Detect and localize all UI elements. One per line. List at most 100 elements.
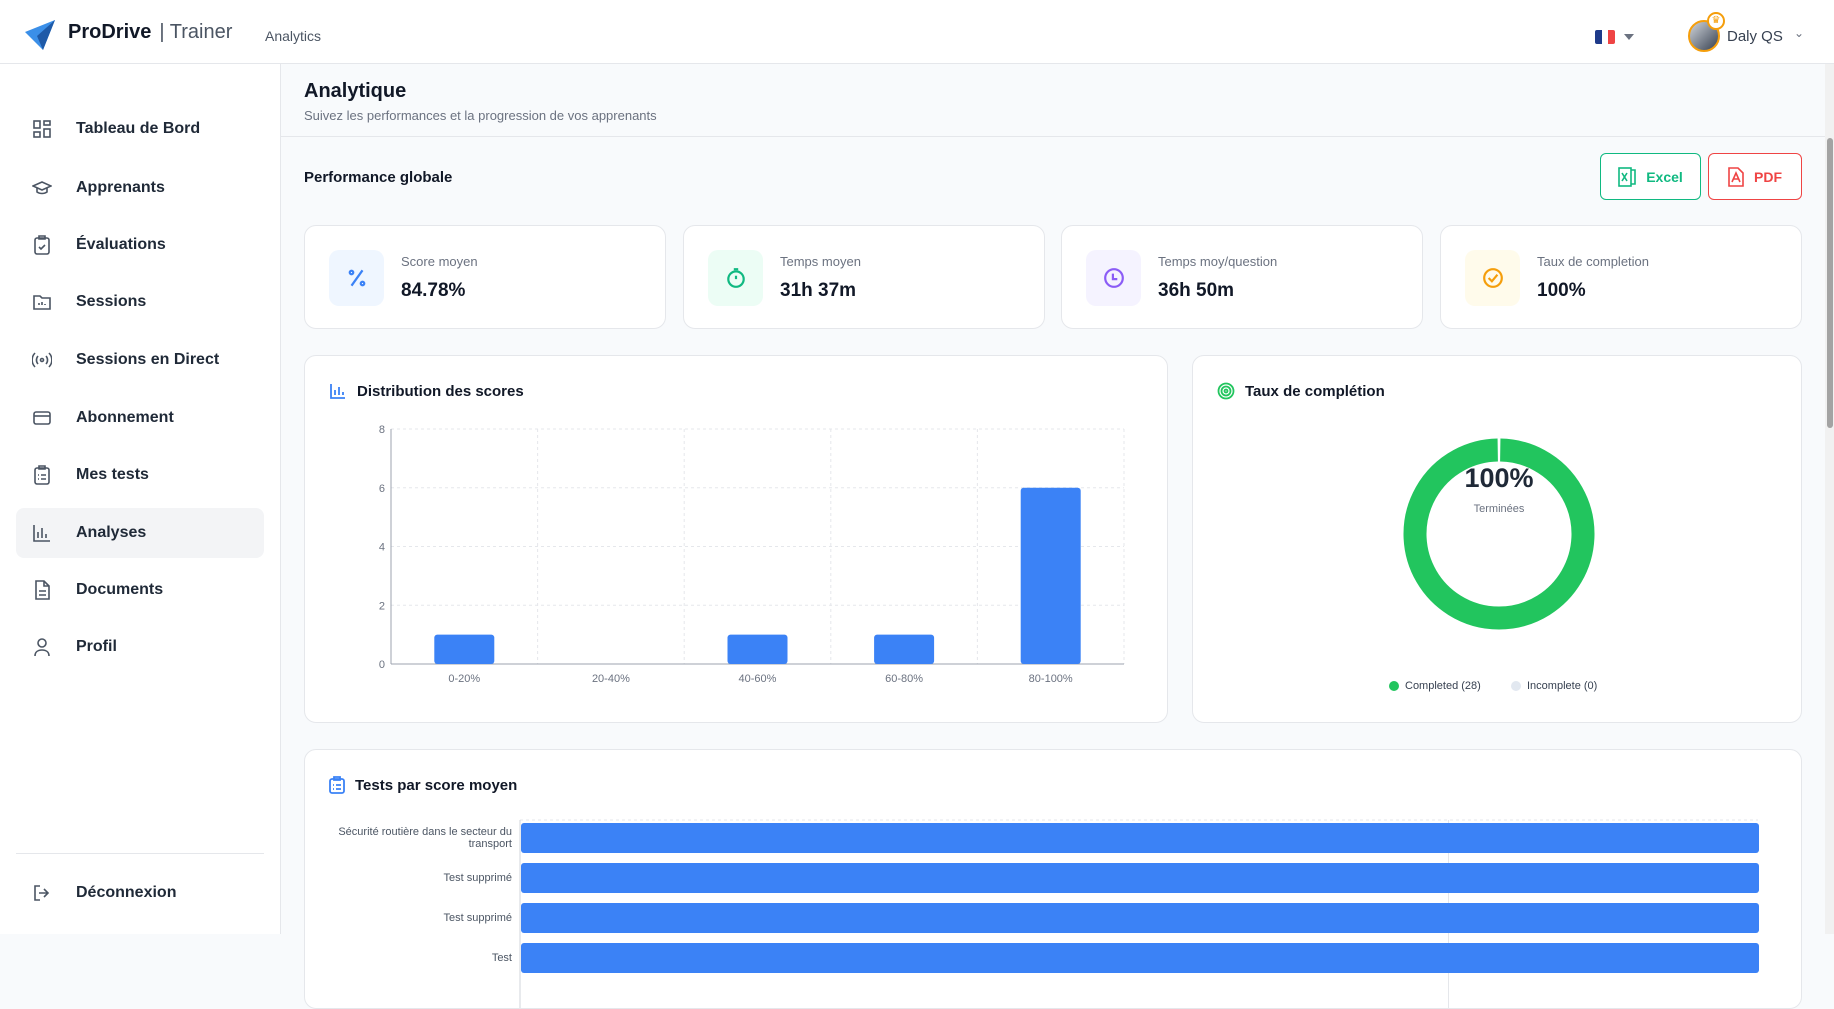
x-tick-label: 0-20% <box>448 673 480 685</box>
clipboard-check-icon <box>34 235 50 255</box>
page-subtitle: Suivez les performances et la progressio… <box>304 108 657 123</box>
user-name[interactable]: Daly QS <box>1727 28 1783 45</box>
bar[interactable] <box>434 634 495 664</box>
sidebar-item-profil[interactable]: Profil <box>16 622 264 672</box>
grid-icon <box>33 120 51 138</box>
export-pdf-button[interactable]: PDF <box>1708 153 1802 200</box>
stat-icon-box <box>329 250 384 306</box>
x-tick-label: 80-100% <box>1029 673 1073 685</box>
y-tick-label: 4 <box>379 542 385 554</box>
scrollbar-thumb[interactable] <box>1827 138 1833 428</box>
chart-title: Tests par score moyen <box>355 776 518 794</box>
y-tick-label: Test supprimé <box>325 863 512 893</box>
legend-dot <box>1389 681 1399 691</box>
sidebar-item-apprenants[interactable]: Apprenants <box>16 163 264 213</box>
sidebar-item-label: Mes tests <box>76 466 149 483</box>
stat-card: Score moyen 84.78% <box>304 225 666 329</box>
section-title: Performance globale <box>304 169 453 186</box>
stat-icon-box <box>1086 250 1141 306</box>
sidebar-item-évaluations[interactable]: Évaluations <box>16 220 264 270</box>
stat-value: 31h 37m <box>780 280 857 301</box>
graduation-cap-icon <box>32 181 52 195</box>
legend-completed: Completed (28) <box>1389 680 1481 692</box>
pdf-icon <box>1728 166 1744 187</box>
donut-center-value: 100% <box>1464 463 1534 493</box>
bar-chart-icon <box>330 384 345 399</box>
legend-label: Incomplete (0) <box>1527 680 1598 692</box>
sidebar-item-analyses[interactable]: Analyses <box>16 508 264 558</box>
language-flag-icon[interactable] <box>1595 30 1615 44</box>
logo-icon <box>25 20 55 50</box>
y-tick-label: 6 <box>379 483 385 495</box>
credit-card-icon <box>33 411 51 425</box>
x-tick-label: 60-80% <box>885 673 923 685</box>
stat-icon-box <box>708 250 763 306</box>
y-tick-text: Sécurité routière dans le secteur du tra… <box>338 826 512 850</box>
sidebar-item-mes-tests[interactable]: Mes tests <box>16 450 264 500</box>
export-excel-button[interactable]: Excel <box>1600 153 1701 200</box>
page-header: Analytique Suivez les performances et la… <box>281 64 1825 137</box>
stat-icon-box <box>1465 250 1520 306</box>
sidebar-item-label: Documents <box>76 581 164 598</box>
sidebar-item-documents[interactable]: Documents <box>16 565 264 615</box>
y-tick-label: Test <box>325 943 512 973</box>
bar[interactable] <box>521 903 1759 933</box>
target-icon <box>1217 382 1235 400</box>
bar[interactable] <box>521 943 1759 973</box>
check-circle-icon <box>1482 268 1503 288</box>
y-tick-label: 0 <box>379 659 385 671</box>
y-tick-text: Test supprimé <box>443 872 512 884</box>
stat-label: Taux de completion <box>1537 254 1650 269</box>
completion-donut-chart <box>1403 438 1595 630</box>
donut-center-label: Terminées <box>1473 503 1525 515</box>
bar[interactable] <box>521 823 1759 853</box>
bar[interactable] <box>521 863 1759 893</box>
sidebar-item-sessions-en-direct[interactable]: Sessions en Direct <box>16 335 264 385</box>
bar[interactable] <box>727 634 788 664</box>
legend-incomplete: Incomplete (0) <box>1511 680 1597 692</box>
y-tick-label: Sécurité routière dans le secteur du tra… <box>325 823 512 853</box>
y-tick-label: 2 <box>379 600 385 612</box>
broadcast-icon <box>32 352 52 368</box>
clipboard-list-icon <box>329 776 345 794</box>
tests-by-score-chart <box>519 819 1759 1008</box>
user-icon <box>34 638 50 657</box>
y-tick-label: Test supprimé <box>325 903 512 933</box>
percent-icon <box>348 269 365 287</box>
pdf-label: PDF <box>1754 168 1782 185</box>
sidebar-item-sessions[interactable]: Sessions <box>16 277 264 327</box>
sidebar: Tableau de Bord Apprenants Évaluations Sess… <box>0 64 281 934</box>
sidebar-item-abonnement[interactable]: Abonnement <box>16 393 264 443</box>
logout-icon <box>34 885 50 901</box>
sidebar-item-tableau-de-bord[interactable]: Tableau de Bord <box>16 104 264 154</box>
clipboard-list-icon <box>34 465 50 485</box>
bar[interactable] <box>874 634 935 664</box>
sidebar-item-label: Tableau de Bord <box>76 120 201 137</box>
score-distribution-card: Distribution des scores 0 2 4 6 8 0-20% 20-40%… <box>304 355 1168 723</box>
language-caret-icon[interactable] <box>1624 34 1634 40</box>
brand-subtitle: | Trainer <box>159 21 233 43</box>
x-tick-label: 20-40% <box>592 673 630 685</box>
stat-card: Temps moyen 31h 37m <box>683 225 1045 329</box>
sidebar-item-label: Profil <box>76 638 117 655</box>
bar-chart-icon <box>33 525 50 542</box>
legend-dot <box>1511 681 1521 691</box>
scrollbar[interactable] <box>1825 64 1834 934</box>
bar[interactable] <box>1020 487 1081 664</box>
donut-slice[interactable] <box>1403 438 1595 630</box>
completion-card: Taux de complétion 100% Terminées <box>1192 355 1802 723</box>
stat-value: 84.78% <box>401 280 466 301</box>
clock-icon <box>1103 268 1124 288</box>
page-title: Analytique <box>304 80 407 102</box>
stat-value: 36h 50m <box>1158 280 1235 301</box>
score-distribution-chart: 0 2 4 6 8 0-20% 20-40% 40-60% 60-80% 80-100% <box>379 424 1125 685</box>
sidebar-item-label: Sessions en Direct <box>76 351 220 368</box>
folder-icon <box>33 295 51 310</box>
y-tick-text: Test supprimé <box>443 912 512 924</box>
logout-button[interactable]: Déconnexion <box>16 868 264 918</box>
chevron-down-icon[interactable]: ⌄ <box>1794 26 1805 40</box>
stat-label: Temps moyen <box>780 254 861 269</box>
excel-icon <box>1618 166 1637 187</box>
sidebar-item-label: Apprenants <box>76 179 165 196</box>
crown-icon: ♛ <box>1707 12 1725 30</box>
